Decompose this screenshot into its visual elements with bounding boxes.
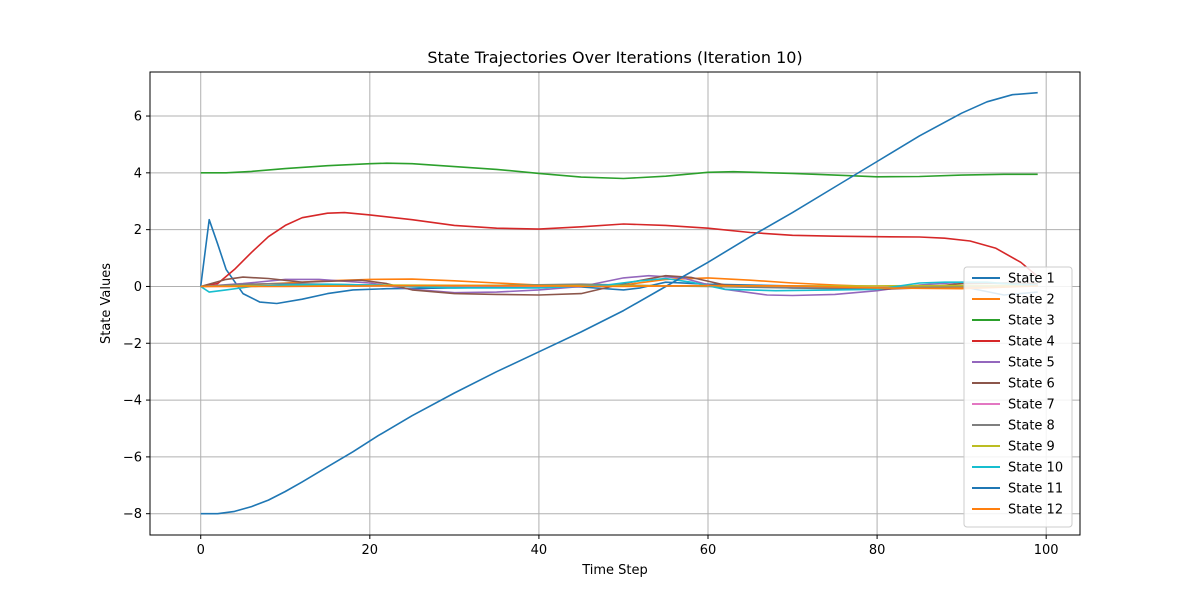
legend-label: State 3	[1008, 314, 1055, 329]
series-line-4	[200, 211, 1039, 288]
series-line-10	[200, 277, 1038, 293]
legend-label: State 1	[1008, 272, 1055, 287]
series-lines	[199, 91, 1039, 515]
y-tick-label: −2	[123, 337, 142, 352]
plot-frame	[149, 71, 1081, 536]
legend-label: State 2	[1008, 293, 1055, 308]
chart-title: State Trajectories Over Iterations (Iter…	[427, 48, 802, 67]
axis-ticks: 0 20 40 60 80 100 −8 −6 −4 −2 0 2 4 6	[123, 110, 1059, 558]
x-axis-label: Time Step	[581, 563, 648, 578]
x-tick-label: 80	[869, 543, 886, 558]
legend-label: State 5	[1008, 356, 1055, 371]
legend-label: State 9	[1008, 440, 1055, 455]
y-tick-label: 6	[134, 110, 142, 125]
x-tick-label: 100	[1034, 543, 1059, 558]
legend-label: State 10	[1008, 461, 1063, 476]
legend: State 1 State 2 State 3 State 4 State 5 State…	[963, 266, 1073, 528]
legend-label: State 8	[1008, 419, 1055, 434]
x-tick-label: 60	[700, 543, 717, 558]
legend-label: State 4	[1008, 335, 1055, 350]
y-tick-label: −8	[123, 507, 142, 522]
legend-label: State 6	[1008, 377, 1055, 392]
legend-box	[963, 266, 1073, 528]
x-tick-label: 0	[197, 543, 205, 558]
y-tick-label: 4	[134, 166, 142, 181]
legend-label: State 7	[1008, 398, 1055, 413]
y-axis-label: State Values	[99, 263, 114, 344]
y-tick-label: 2	[134, 223, 142, 238]
series-line-11	[200, 91, 1038, 515]
series-line-3	[200, 162, 1038, 180]
series-line-12	[200, 284, 1038, 290]
y-tick-label: 0	[134, 280, 142, 295]
y-tick-label: −4	[123, 394, 142, 409]
x-tick-label: 40	[531, 543, 548, 558]
x-tick-label: 20	[362, 543, 379, 558]
legend-label: State 12	[1008, 503, 1063, 518]
y-tick-label: −6	[123, 450, 142, 465]
legend-label: State 11	[1008, 482, 1063, 497]
